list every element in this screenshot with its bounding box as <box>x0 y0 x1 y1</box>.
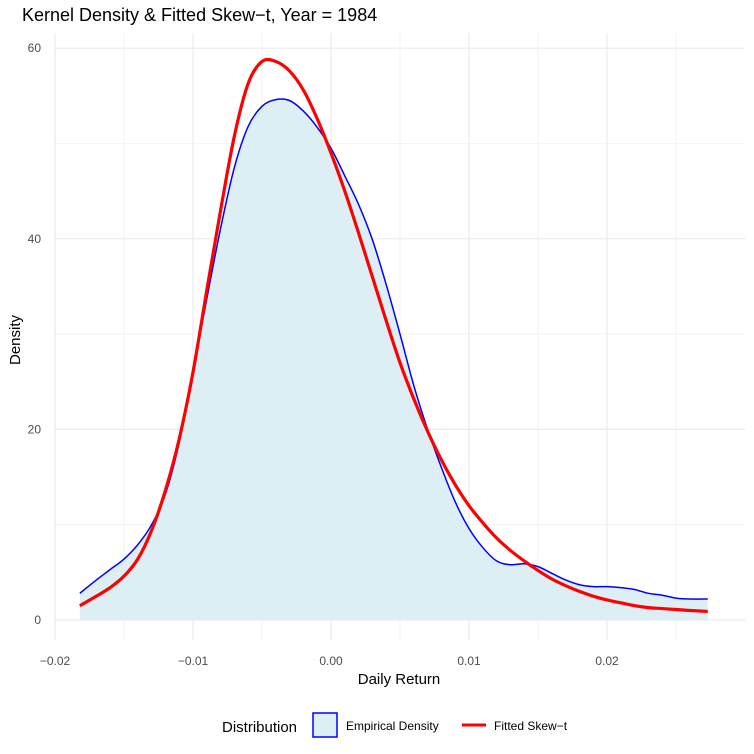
x-axis-title: Daily Return <box>358 671 441 688</box>
legend-label-skew-t: Fitted Skew−t <box>494 719 568 733</box>
y-tick-label: 60 <box>28 41 42 55</box>
legend-label-empirical: Empirical Density <box>346 719 439 733</box>
x-tick-label: 0.02 <box>595 654 619 668</box>
fitted-skew-t-line <box>79 57 708 614</box>
legend-title: Distribution <box>222 719 297 736</box>
y-tick-label: 20 <box>28 422 42 436</box>
tick-labels: −0.02 −0.01 0.00 0.01 0.02 0 20 40 60 <box>28 41 619 668</box>
x-tick-label: 0.01 <box>457 654 481 668</box>
x-tick-label: −0.02 <box>40 654 71 668</box>
y-tick-label: 40 <box>28 232 42 246</box>
y-axis-title: Density <box>7 314 24 365</box>
empirical-density-area <box>79 99 708 621</box>
series-layer <box>79 57 708 621</box>
chart-title: Kernel Density & Fitted Skew−t, Year = 1… <box>22 5 377 25</box>
legend-key-empirical <box>312 712 338 738</box>
legend: Distribution Empirical Density Fitted Sk… <box>222 712 568 738</box>
y-tick-label: 0 <box>34 613 41 627</box>
x-tick-label: −0.01 <box>178 654 209 668</box>
x-tick-label: 0.00 <box>319 654 343 668</box>
